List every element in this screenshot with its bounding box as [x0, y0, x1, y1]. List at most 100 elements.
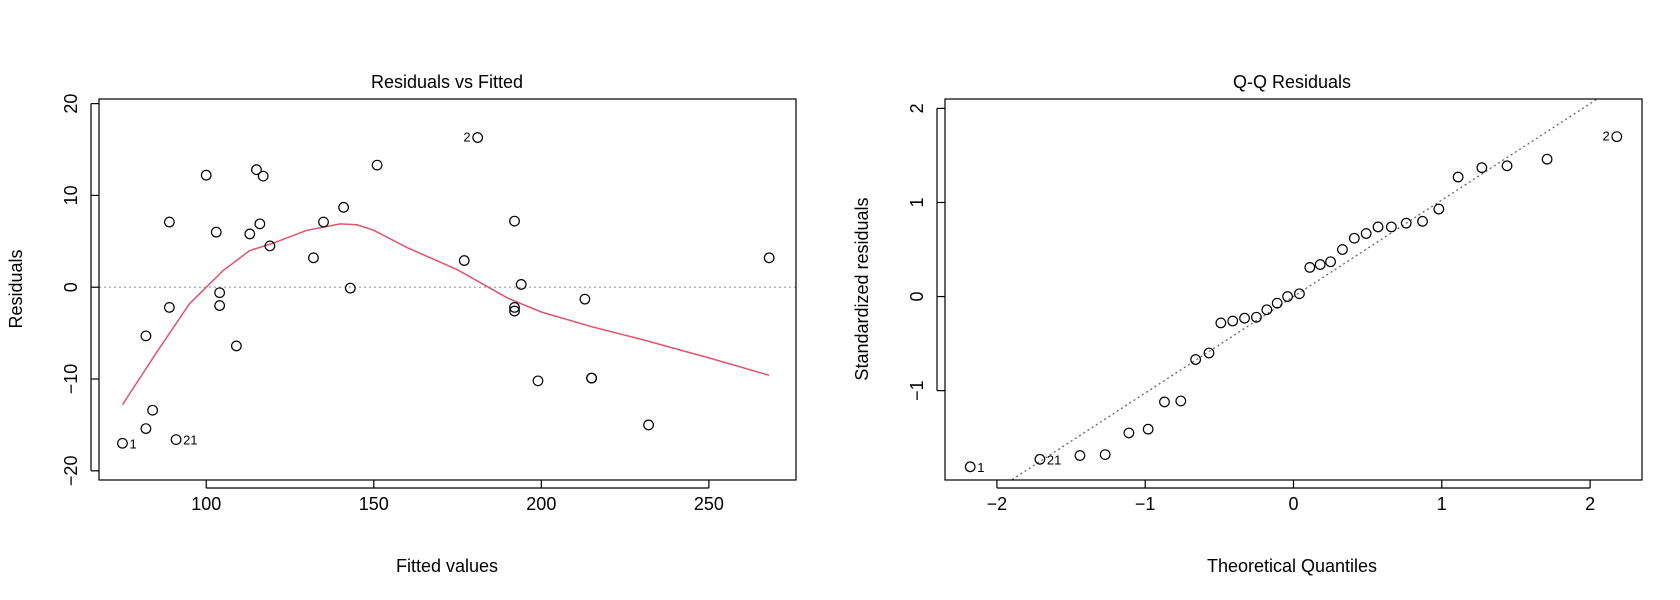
qq-residuals-reference-line	[1010, 99, 1599, 480]
residuals-vs-fitted-point	[509, 305, 520, 317]
residuals-vs-fitted-y-axis-label: Residuals	[6, 249, 26, 328]
residuals-vs-fitted-point	[117, 437, 128, 449]
residuals-vs-fitted-x-tick-label: 150	[359, 494, 389, 514]
qq-residuals-point-label: 21	[1047, 452, 1061, 467]
residuals-vs-fitted-point	[763, 252, 775, 264]
residuals-vs-fitted-point	[163, 216, 175, 228]
qq-residuals-point	[1215, 317, 1227, 329]
qq-residuals-point	[1142, 423, 1154, 435]
qq-residuals-point	[1239, 312, 1250, 324]
qq-residuals-point	[1159, 396, 1170, 408]
qq-residuals-point	[1611, 131, 1623, 143]
residuals-vs-fitted-point	[257, 170, 269, 182]
qq-residuals-y-tick-label: 0	[907, 292, 927, 302]
residuals-vs-fitted-point	[509, 302, 520, 313]
residuals-vs-fitted-title: Residuals vs Fitted	[371, 72, 523, 92]
qq-residuals-point	[1325, 256, 1336, 268]
residuals-vs-fitted-point	[318, 216, 329, 228]
residuals-vs-fitted-point	[458, 255, 470, 266]
residuals-vs-fitted-point	[214, 287, 226, 299]
residuals-vs-fitted-point	[308, 252, 319, 264]
qq-residuals-point	[1175, 395, 1187, 407]
residuals-vs-fitted-point	[170, 434, 182, 446]
residuals-vs-fitted-point	[254, 218, 266, 230]
qq-residuals-plot-frame	[944, 98, 1643, 481]
qq-residuals-point-label: 1	[977, 460, 984, 475]
residuals-vs-fitted-x-tick-label: 100	[191, 494, 221, 514]
qq-residuals-point	[1034, 453, 1046, 465]
qq-residuals-point-label: 2	[1603, 129, 1610, 144]
qq-residuals-x-tick-label: 1	[1437, 494, 1447, 514]
residuals-vs-fitted-point-label: 21	[183, 433, 197, 448]
qq-residuals-point	[1476, 162, 1488, 174]
qq-residuals-point	[1271, 297, 1283, 309]
qq-residuals-point	[1304, 261, 1316, 273]
residuals-vs-fitted-point	[472, 132, 484, 143]
qq-residuals-point	[964, 461, 976, 473]
qq-residuals-point	[1099, 449, 1111, 461]
residuals-vs-fitted-point	[140, 330, 152, 342]
residuals-vs-fitted-x-axis-label: Fitted values	[396, 556, 498, 576]
residuals-vs-fitted-point	[251, 164, 262, 176]
residuals-vs-fitted-point	[214, 300, 226, 311]
qq-residuals-point	[1123, 427, 1135, 439]
qq-residuals-point	[1360, 228, 1372, 239]
residuals-vs-fitted-point-label: 2	[463, 130, 470, 145]
residuals-vs-fitted-panel: Residuals vs Fitted Fitted values Residu…	[6, 72, 797, 576]
residuals-vs-fitted-y-tick-label: −10	[61, 364, 81, 395]
residuals-vs-fitted-y-tick-label: 10	[61, 185, 81, 205]
residuals-vs-fitted-x-tick-label: 200	[526, 494, 556, 514]
qq-residuals-point	[1372, 221, 1384, 233]
qq-residuals-y-tick-label: 2	[907, 103, 927, 113]
residuals-vs-fitted-point	[163, 302, 175, 313]
residuals-vs-fitted-point	[230, 340, 242, 352]
residuals-vs-fitted-point	[532, 375, 544, 387]
residuals-vs-fitted-y-tick-label: 20	[61, 94, 81, 114]
qq-residuals-point	[1337, 244, 1348, 255]
qq-residuals-title: Q-Q Residuals	[1233, 72, 1351, 92]
qq-residuals-point	[1501, 160, 1513, 172]
residuals-vs-fitted-y-tick-label: 0	[61, 282, 81, 292]
qq-residuals-x-tick-label: −2	[987, 494, 1008, 514]
qq-residuals-x-tick-label: 2	[1585, 494, 1595, 514]
qq-residuals-point	[1314, 259, 1326, 270]
residuals-vs-fitted-point	[210, 226, 222, 238]
residuals-vs-fitted-smooth-line	[121, 223, 770, 406]
residuals-vs-fitted-y-tick-label: −20	[61, 456, 81, 487]
qq-residuals-point	[1203, 347, 1215, 359]
qq-residuals-point	[1400, 217, 1412, 229]
residuals-vs-fitted-point	[264, 240, 276, 252]
qq-residuals-point	[1541, 153, 1553, 165]
residuals-vs-fitted-plot-frame	[98, 98, 797, 481]
qq-residuals-point	[1227, 315, 1239, 327]
residuals-vs-fitted-x-tick-label: 250	[694, 494, 724, 514]
residuals-vs-fitted-point	[509, 215, 520, 227]
residuals-vs-fitted-point	[147, 404, 159, 416]
qq-residuals-point	[1433, 203, 1445, 215]
qq-residuals-point	[1190, 354, 1202, 365]
qq-residuals-x-tick-label: 0	[1288, 494, 1298, 514]
qq-residuals-panel: Q-Q Residuals Theoretical Quantiles Stan…	[852, 72, 1643, 576]
qq-residuals-point	[1385, 221, 1397, 233]
qq-residuals-y-tick-label: −1	[907, 380, 927, 401]
residuals-vs-fitted-point	[515, 279, 527, 290]
qq-residuals-point	[1074, 450, 1086, 461]
residuals-vs-fitted-point	[344, 282, 356, 294]
qq-residuals-point	[1251, 311, 1262, 323]
qq-residuals-x-axis-label: Theoretical Quantiles	[1207, 556, 1377, 576]
residuals-vs-fitted-point	[140, 423, 152, 434]
residuals-vs-fitted-point	[643, 419, 654, 431]
residuals-vs-fitted-point	[579, 293, 591, 305]
qq-residuals-y-axis-label: Standardized residuals	[852, 197, 872, 380]
qq-residuals-point	[1261, 304, 1273, 316]
qq-residuals-point	[1294, 288, 1305, 300]
residuals-vs-fitted-point	[200, 169, 212, 181]
qq-residuals-y-tick-label: 1	[907, 197, 927, 207]
qq-residuals-point	[1417, 215, 1428, 227]
residuals-vs-fitted-point-label: 1	[129, 436, 136, 451]
qq-residuals-point	[1452, 171, 1464, 183]
qq-residuals-point	[1348, 232, 1360, 244]
qq-residuals-point	[1282, 291, 1293, 302]
residuals-vs-fitted-point	[371, 159, 383, 171]
